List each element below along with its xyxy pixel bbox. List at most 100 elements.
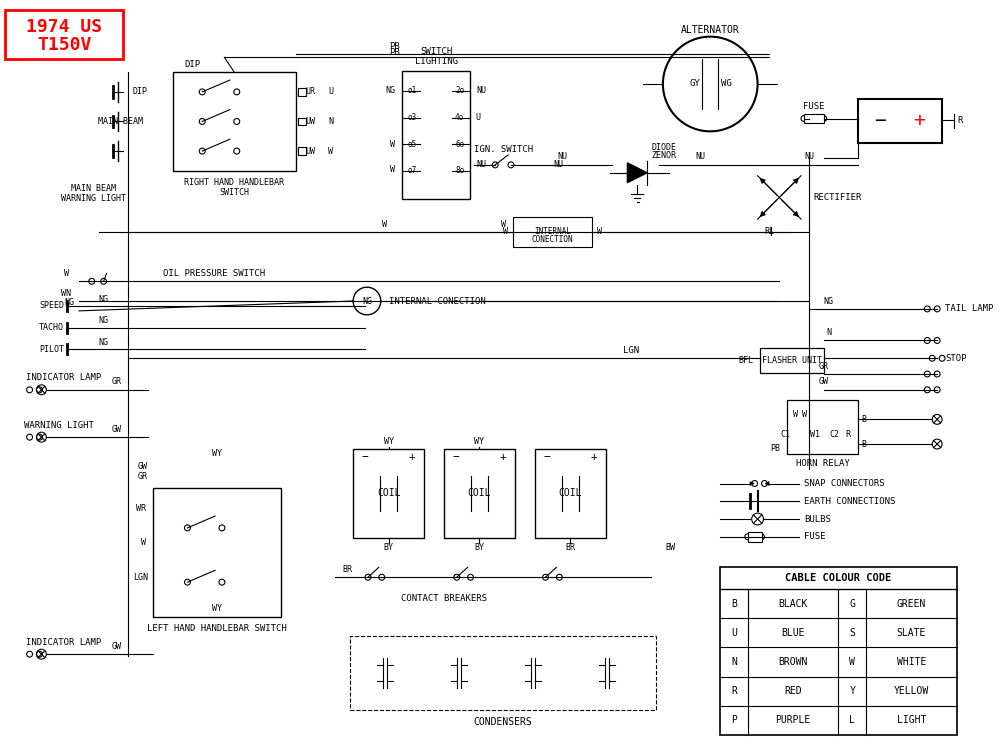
Bar <box>153 488 281 616</box>
Text: BY: BY <box>474 543 484 552</box>
Text: RL: RL <box>764 227 774 236</box>
Text: −: − <box>362 452 368 462</box>
Text: 6o: 6o <box>455 140 464 148</box>
Text: L: L <box>849 716 855 725</box>
Text: WARNING LIGHT: WARNING LIGHT <box>24 421 94 430</box>
Text: WARNING LIGHT: WARNING LIGHT <box>61 194 126 203</box>
Text: +: + <box>590 452 597 462</box>
Text: R: R <box>957 116 963 125</box>
Text: IGN. SWITCH: IGN. SWITCH <box>474 145 533 154</box>
Text: WR: WR <box>136 504 146 513</box>
Text: SNAP CONNECTORS: SNAP CONNECTORS <box>804 479 885 488</box>
Text: BW: BW <box>666 543 676 552</box>
Text: SWITCH: SWITCH <box>420 47 452 56</box>
Text: W: W <box>793 410 798 419</box>
Text: −: − <box>874 111 886 130</box>
Text: SWITCH: SWITCH <box>219 188 249 197</box>
Text: OIL PRESSURE SWITCH: OIL PRESSURE SWITCH <box>163 269 265 278</box>
Text: UR: UR <box>306 88 316 97</box>
Text: NG: NG <box>824 296 834 305</box>
Text: U: U <box>328 88 333 97</box>
Text: PILOT: PILOT <box>39 345 64 354</box>
Text: FLASHER UNIT: FLASHER UNIT <box>762 356 822 364</box>
Text: CONDENSERS: CONDENSERS <box>474 717 532 728</box>
Text: N: N <box>731 657 737 667</box>
Text: Y: Y <box>849 686 855 696</box>
Text: ALTERNATOR: ALTERNATOR <box>681 25 740 34</box>
Text: 8o: 8o <box>455 166 464 176</box>
Bar <box>5 10 123 59</box>
Text: TACHO: TACHO <box>39 323 64 332</box>
Text: +: + <box>409 452 416 462</box>
Text: CONECTION: CONECTION <box>532 236 573 244</box>
Text: SPEED: SPEED <box>39 302 64 310</box>
Bar <box>298 118 306 125</box>
Text: −: − <box>543 452 550 462</box>
Text: WG: WG <box>721 80 731 88</box>
Bar <box>720 567 957 735</box>
Text: CONTACT BREAKERS: CONTACT BREAKERS <box>401 595 487 604</box>
Text: UW: UW <box>306 146 316 155</box>
Text: GR: GR <box>138 472 148 481</box>
Text: S: S <box>849 628 855 638</box>
Bar <box>350 637 656 710</box>
Text: WHITE: WHITE <box>897 657 926 667</box>
Text: W: W <box>597 227 602 236</box>
Bar <box>760 348 824 373</box>
Bar <box>748 532 762 542</box>
Text: NG: NG <box>386 86 396 95</box>
Text: GREEN: GREEN <box>897 598 926 609</box>
Text: GY: GY <box>689 80 700 88</box>
Text: NG: NG <box>99 316 109 326</box>
Text: WY: WY <box>474 436 484 445</box>
Text: +: + <box>500 452 506 462</box>
Text: W1: W1 <box>810 430 820 439</box>
Text: o1: o1 <box>408 86 417 95</box>
Bar <box>173 72 296 171</box>
Text: W: W <box>141 538 146 548</box>
Text: N: N <box>328 117 333 126</box>
Text: NU: NU <box>557 152 567 161</box>
Text: COIL: COIL <box>558 488 582 499</box>
Text: o7: o7 <box>408 166 417 176</box>
Text: GW: GW <box>819 377 829 386</box>
Text: W: W <box>390 165 395 174</box>
Text: NG: NG <box>99 338 109 347</box>
Text: ZENOR: ZENOR <box>651 151 676 160</box>
Text: P: P <box>731 716 737 725</box>
Text: +: + <box>914 111 925 130</box>
Text: BY: BY <box>384 543 394 552</box>
Text: INDICATOR LAMP: INDICATOR LAMP <box>26 374 102 382</box>
Text: W: W <box>501 220 506 229</box>
Text: GW: GW <box>111 642 121 651</box>
Bar <box>858 99 942 143</box>
Text: W: W <box>802 410 807 419</box>
Text: MAIN BEAM: MAIN BEAM <box>98 117 143 126</box>
Text: SLATE: SLATE <box>897 628 926 638</box>
Text: W: W <box>849 657 855 667</box>
Text: WN: WN <box>61 289 71 298</box>
Text: o5: o5 <box>408 140 417 148</box>
Text: 2o: 2o <box>455 86 464 95</box>
Text: FUSE: FUSE <box>804 532 825 542</box>
Text: YELLOW: YELLOW <box>894 686 929 696</box>
Text: W: W <box>382 220 387 229</box>
Text: GW: GW <box>138 462 148 471</box>
Text: BFL: BFL <box>738 356 753 364</box>
Text: UW: UW <box>306 117 316 126</box>
Text: RED: RED <box>784 686 802 696</box>
Text: T150V: T150V <box>37 35 91 53</box>
Text: W: W <box>328 146 333 155</box>
Text: GW: GW <box>111 424 121 433</box>
Text: B: B <box>731 598 737 609</box>
Text: B: B <box>862 440 867 448</box>
Text: NU: NU <box>476 86 486 95</box>
Text: INTERNAL CONECTION: INTERNAL CONECTION <box>389 296 485 305</box>
Bar <box>402 71 470 200</box>
Text: −: − <box>452 452 459 462</box>
Bar <box>804 113 824 124</box>
Text: NG: NG <box>362 296 372 305</box>
Text: NG: NG <box>64 298 74 307</box>
Text: 4o: 4o <box>455 113 464 122</box>
Text: MAIN BEAM: MAIN BEAM <box>71 184 116 193</box>
